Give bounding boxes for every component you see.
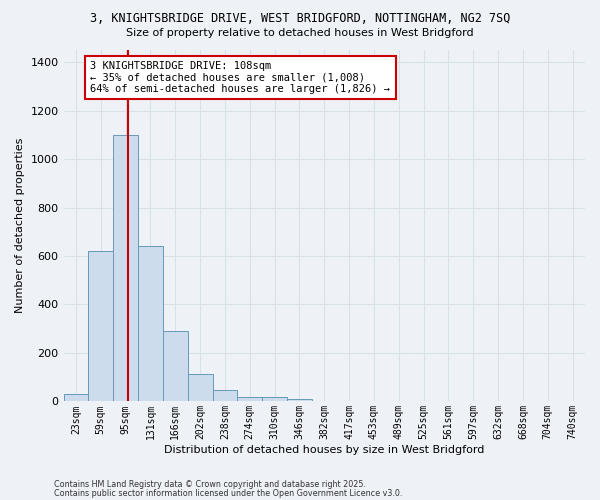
Text: Size of property relative to detached houses in West Bridgford: Size of property relative to detached ho… [126,28,474,38]
Bar [212,390,238,402]
Bar [287,399,312,402]
Bar [138,246,163,402]
X-axis label: Distribution of detached houses by size in West Bridgford: Distribution of detached houses by size … [164,445,484,455]
Text: Contains public sector information licensed under the Open Government Licence v3: Contains public sector information licen… [54,488,403,498]
Bar [88,251,113,402]
Bar [238,396,262,402]
Bar [163,331,188,402]
Bar [262,396,287,402]
Text: 3, KNIGHTSBRIDGE DRIVE, WEST BRIDGFORD, NOTTINGHAM, NG2 7SQ: 3, KNIGHTSBRIDGE DRIVE, WEST BRIDGFORD, … [90,12,510,26]
Text: 3 KNIGHTSBRIDGE DRIVE: 108sqm
← 35% of detached houses are smaller (1,008)
64% o: 3 KNIGHTSBRIDGE DRIVE: 108sqm ← 35% of d… [91,61,391,94]
Text: Contains HM Land Registry data © Crown copyright and database right 2025.: Contains HM Land Registry data © Crown c… [54,480,366,489]
Bar [64,394,88,402]
Bar [113,135,138,402]
Bar [188,374,212,402]
Y-axis label: Number of detached properties: Number of detached properties [15,138,25,314]
